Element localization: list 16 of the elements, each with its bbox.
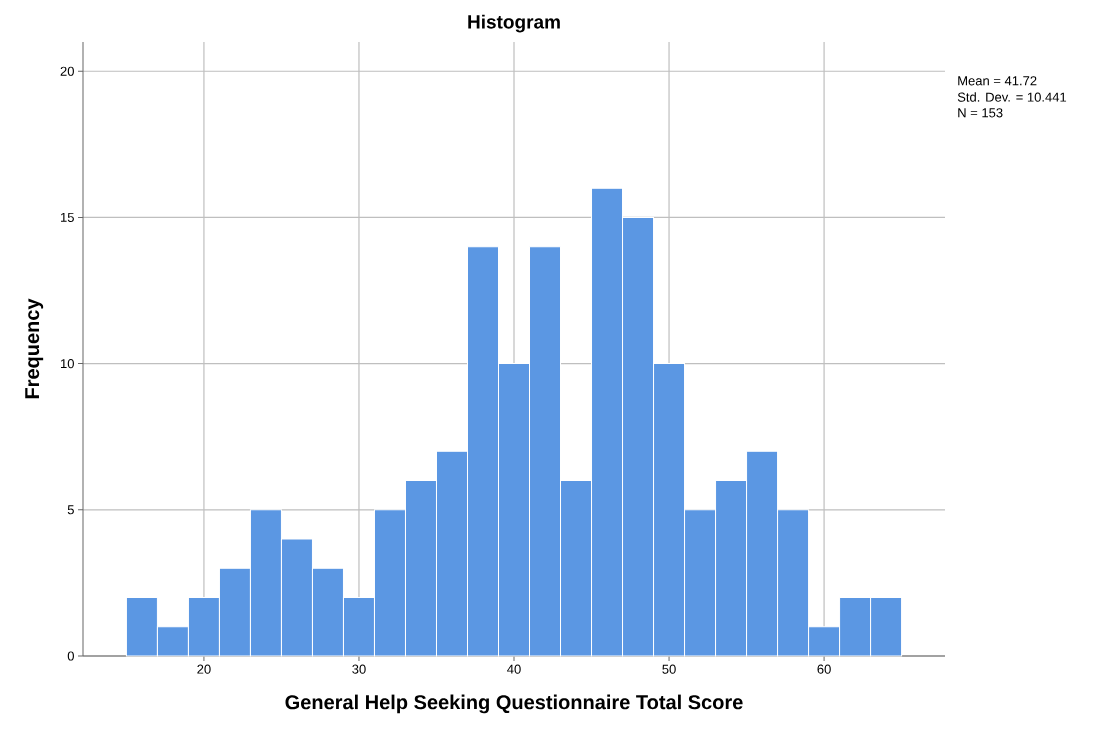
text: N = 153 [958,108,1003,118]
x-tick-label: 60 [817,664,831,674]
x-axis-title: General Help Seeking Questionnaire Total Score [285,694,743,714]
text: Std. Dev. = 10.441 [957,92,1067,102]
x-tick-label: 50 [662,664,676,674]
x-tick-label: 30 [352,664,366,674]
y-tick-label: 0 [67,651,74,661]
y-tick-label: 15 [61,212,74,222]
y-tick-label: 10 [61,359,74,369]
text: Mean = 41.72 [958,76,1037,86]
chart-title: Histogram [468,14,560,33]
x-tick-label: 20 [197,664,211,674]
y-tick-label: 20 [60,66,74,76]
y-tick-label: 5 [67,505,74,515]
y-axis-title: Frequency [25,298,44,399]
x-tick-label: 40 [507,664,521,674]
